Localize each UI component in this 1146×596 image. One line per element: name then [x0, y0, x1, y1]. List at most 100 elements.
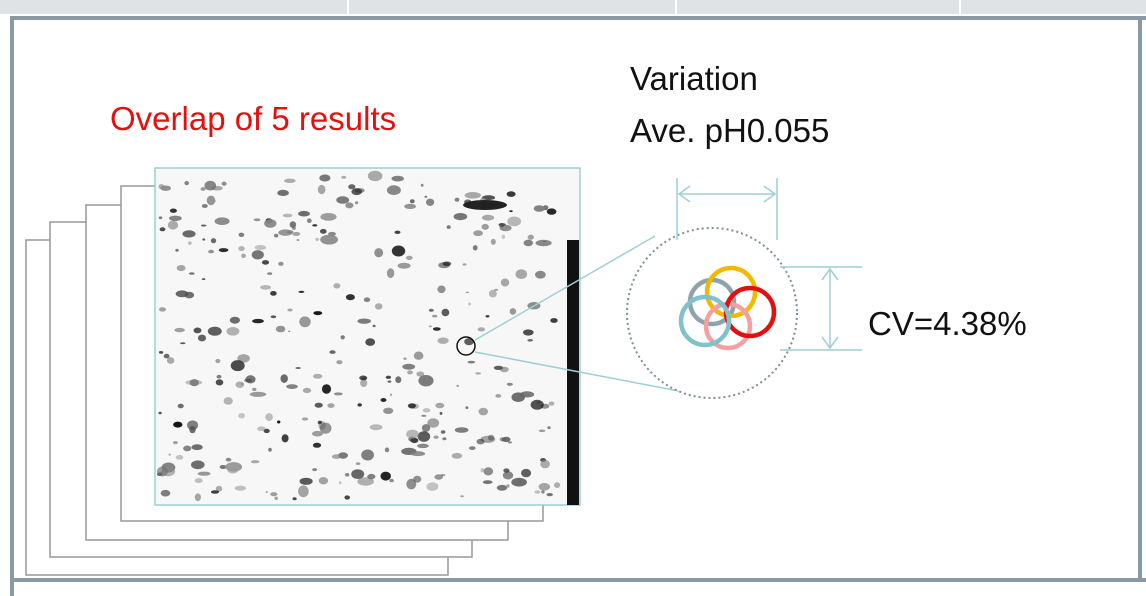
spot — [277, 189, 289, 196]
spot — [501, 234, 505, 239]
spot — [320, 213, 337, 221]
spot — [275, 325, 286, 333]
spot — [359, 375, 368, 381]
spot — [174, 327, 185, 333]
spot — [158, 216, 163, 220]
spot — [338, 481, 342, 485]
spot — [319, 422, 332, 434]
spot — [546, 208, 557, 215]
spot — [286, 230, 294, 234]
spot — [312, 430, 323, 437]
spot — [286, 384, 298, 389]
spot — [500, 278, 510, 287]
spot — [433, 435, 439, 439]
spot — [331, 454, 342, 459]
spot — [389, 478, 394, 483]
spot — [312, 224, 318, 227]
spot — [270, 492, 278, 497]
spot — [440, 430, 446, 434]
spot — [270, 291, 277, 296]
spot — [530, 399, 544, 410]
spot — [225, 462, 243, 472]
spot — [160, 489, 171, 497]
spot — [469, 446, 476, 450]
spot — [374, 303, 383, 310]
spot — [483, 467, 494, 476]
spot — [341, 175, 347, 179]
spot — [523, 239, 534, 247]
spot — [426, 198, 435, 206]
spot — [318, 477, 329, 485]
spot — [546, 493, 553, 497]
spot — [216, 374, 222, 379]
spot — [299, 316, 311, 328]
top-strip — [0, 0, 1146, 14]
spot — [306, 218, 312, 223]
spot — [407, 403, 416, 409]
spot — [372, 324, 376, 328]
spot — [490, 238, 496, 245]
cv-arrow — [780, 266, 862, 351]
spot — [446, 225, 451, 229]
spot — [482, 480, 493, 484]
spot — [451, 452, 463, 459]
spot — [327, 403, 335, 408]
spot — [314, 402, 323, 408]
spot — [345, 294, 355, 301]
spot — [404, 203, 416, 209]
spot — [437, 285, 446, 294]
spot — [421, 414, 427, 417]
spot — [187, 420, 199, 431]
spot — [277, 420, 281, 424]
spot — [387, 380, 392, 383]
spot — [534, 490, 541, 494]
spot — [336, 196, 350, 204]
spot — [194, 493, 201, 502]
spot — [508, 441, 512, 444]
spot — [437, 337, 449, 344]
spot — [295, 367, 301, 369]
spot — [345, 202, 354, 209]
spot — [240, 382, 244, 386]
spot — [422, 408, 431, 413]
spot — [535, 239, 552, 247]
spot — [201, 204, 208, 208]
spot — [158, 351, 164, 354]
spot — [417, 443, 429, 449]
spot — [515, 269, 528, 279]
spot — [281, 434, 289, 443]
spot — [506, 484, 510, 488]
spot — [454, 427, 469, 433]
spot — [215, 379, 224, 386]
spot — [172, 441, 178, 445]
spot — [509, 308, 517, 315]
spot — [226, 327, 240, 336]
spot — [394, 230, 401, 234]
spot — [238, 232, 245, 237]
spot — [241, 253, 247, 258]
spot — [476, 438, 485, 445]
spot — [253, 218, 261, 222]
spot — [317, 184, 326, 195]
spot — [268, 447, 272, 452]
spot — [406, 429, 419, 439]
spot — [182, 230, 196, 238]
spot — [251, 250, 264, 260]
spot — [261, 260, 270, 265]
spot — [477, 327, 486, 332]
spot — [207, 326, 222, 336]
spot — [527, 339, 533, 342]
spot — [184, 181, 189, 186]
spot — [336, 360, 343, 365]
spot — [225, 457, 232, 462]
spot — [420, 183, 424, 187]
spot — [417, 431, 431, 442]
spot — [535, 270, 546, 279]
spot — [481, 223, 489, 230]
ring — [678, 294, 732, 348]
spot — [442, 261, 452, 267]
spot — [406, 478, 417, 490]
spot — [389, 393, 393, 396]
spot — [498, 223, 505, 228]
spot — [312, 468, 317, 472]
